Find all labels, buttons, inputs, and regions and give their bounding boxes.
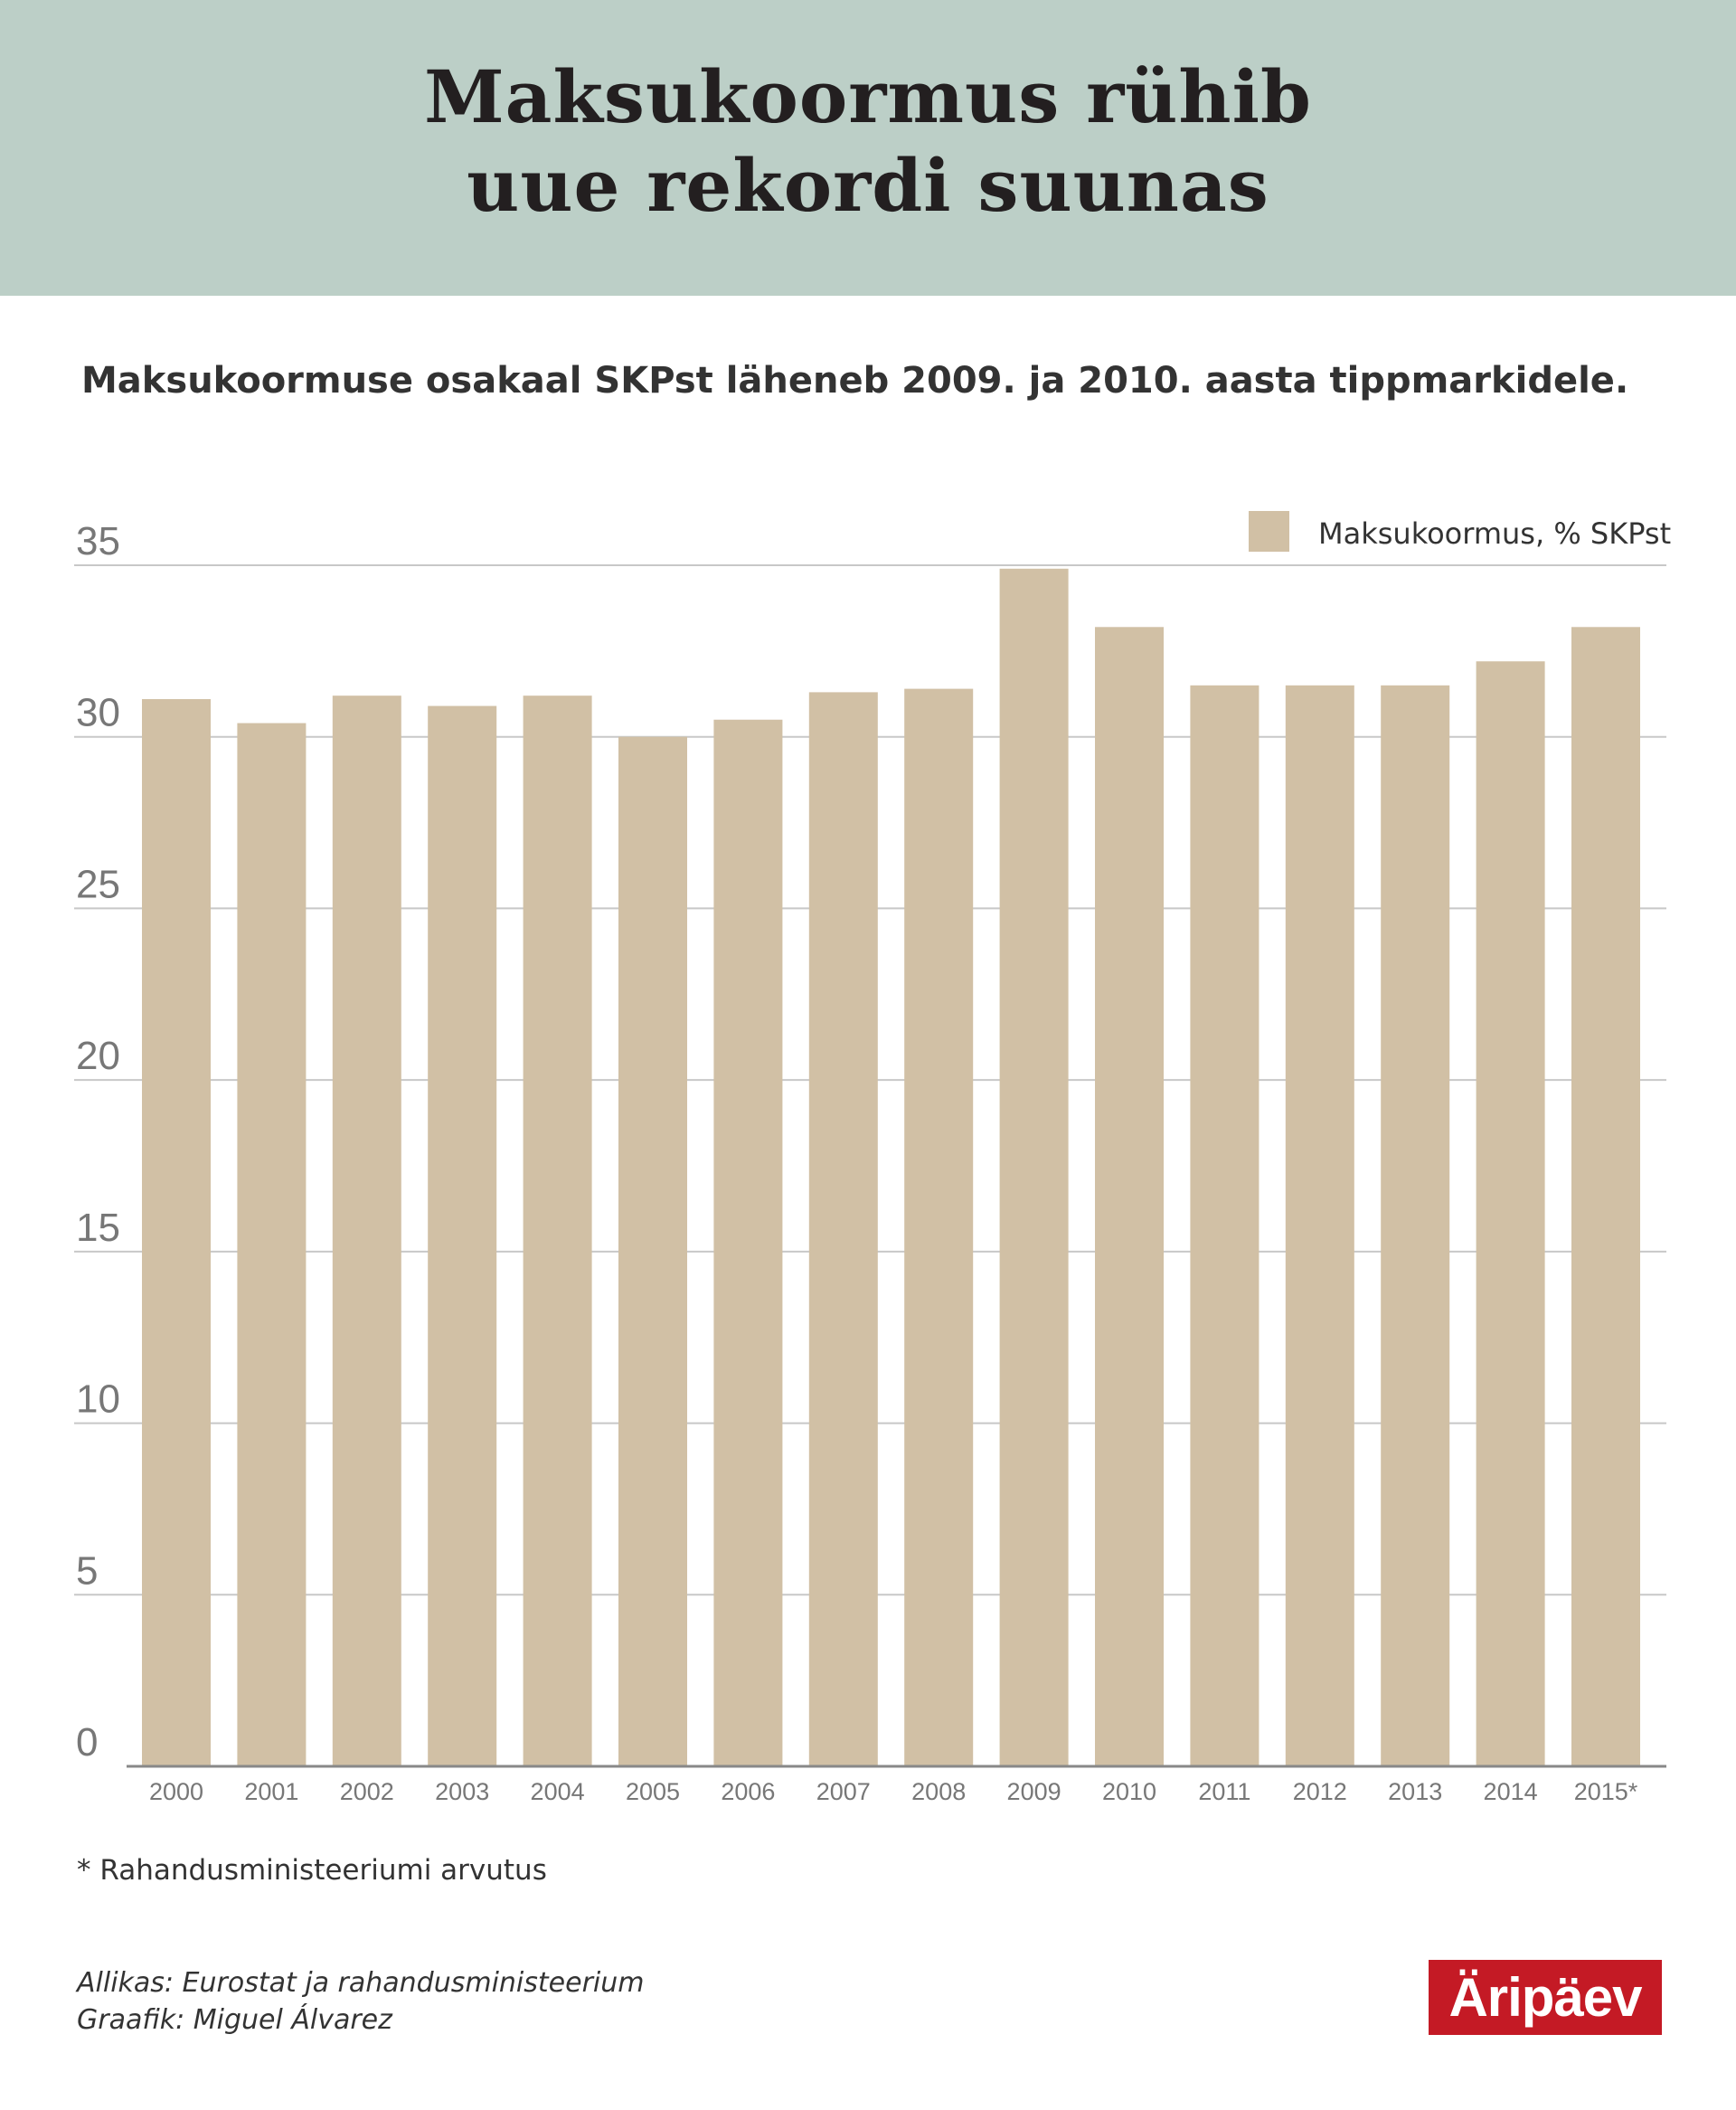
x-tick-label: 2004 <box>531 1778 585 1805</box>
x-tick-label: 2009 <box>1007 1778 1061 1805</box>
legend-swatch <box>1249 511 1289 552</box>
x-tick-label: 2005 <box>626 1778 680 1805</box>
y-tick-label: 15 <box>76 1206 120 1250</box>
bar <box>1381 685 1450 1766</box>
bar <box>1476 661 1545 1766</box>
bar <box>1571 627 1640 1766</box>
credit: Graafik: Miguel Álvarez <box>77 2004 392 2036</box>
bar <box>618 736 687 1766</box>
footnote: * Rahandusministeeriumi arvutus <box>77 1854 547 1887</box>
subtitle: Maksukoormuse osakaal SKPst läheneb 2009… <box>81 360 1629 402</box>
x-tick-label: 2002 <box>340 1778 394 1805</box>
bar <box>1190 685 1260 1766</box>
x-tick-label: 2007 <box>816 1778 871 1805</box>
title-line-2: uue rekordi suunas <box>467 143 1269 228</box>
aripaev-logo: Äripäev <box>1429 1960 1662 2035</box>
bar <box>808 692 878 1766</box>
y-tick-label: 30 <box>76 691 120 735</box>
bar <box>999 568 1069 1766</box>
x-tick-label: 2001 <box>244 1778 298 1805</box>
bar <box>713 719 783 1766</box>
header-band: Maksukoormus rühib uue rekordi suunas <box>0 0 1736 296</box>
bar <box>904 688 974 1767</box>
bar <box>428 705 497 1767</box>
y-tick-label: 0 <box>76 1720 98 1765</box>
x-tick-label: 2014 <box>1484 1778 1538 1805</box>
x-tick-label: 2012 <box>1293 1778 1347 1805</box>
title-line-1: Maksukoormus rühib <box>424 54 1312 139</box>
x-tick-label: 2011 <box>1198 1778 1250 1805</box>
y-tick-label: 25 <box>76 862 120 906</box>
bar <box>237 723 307 1767</box>
x-tick-label: 2000 <box>149 1778 203 1805</box>
bar <box>1285 685 1354 1766</box>
y-tick-label: 20 <box>76 1034 120 1078</box>
x-tick-label: 2006 <box>721 1778 775 1805</box>
x-tick-label: 2008 <box>911 1778 966 1805</box>
x-tick-label: 2003 <box>435 1778 489 1805</box>
y-tick-label: 35 <box>76 519 120 563</box>
x-tick-label: 2013 <box>1388 1778 1442 1805</box>
y-tick-label: 5 <box>76 1548 98 1593</box>
bar <box>523 695 592 1766</box>
y-tick-label: 10 <box>76 1377 120 1422</box>
bar <box>332 695 401 1766</box>
legend-label: Maksukoormus, % SKPst <box>1318 516 1671 551</box>
source: Allikas: Eurostat ja rahandusministeeriu… <box>77 1967 645 1999</box>
bar <box>142 698 211 1766</box>
bar <box>1095 627 1164 1766</box>
x-tick-label: 2010 <box>1102 1778 1156 1805</box>
x-tick-label: 2015* <box>1574 1778 1638 1805</box>
